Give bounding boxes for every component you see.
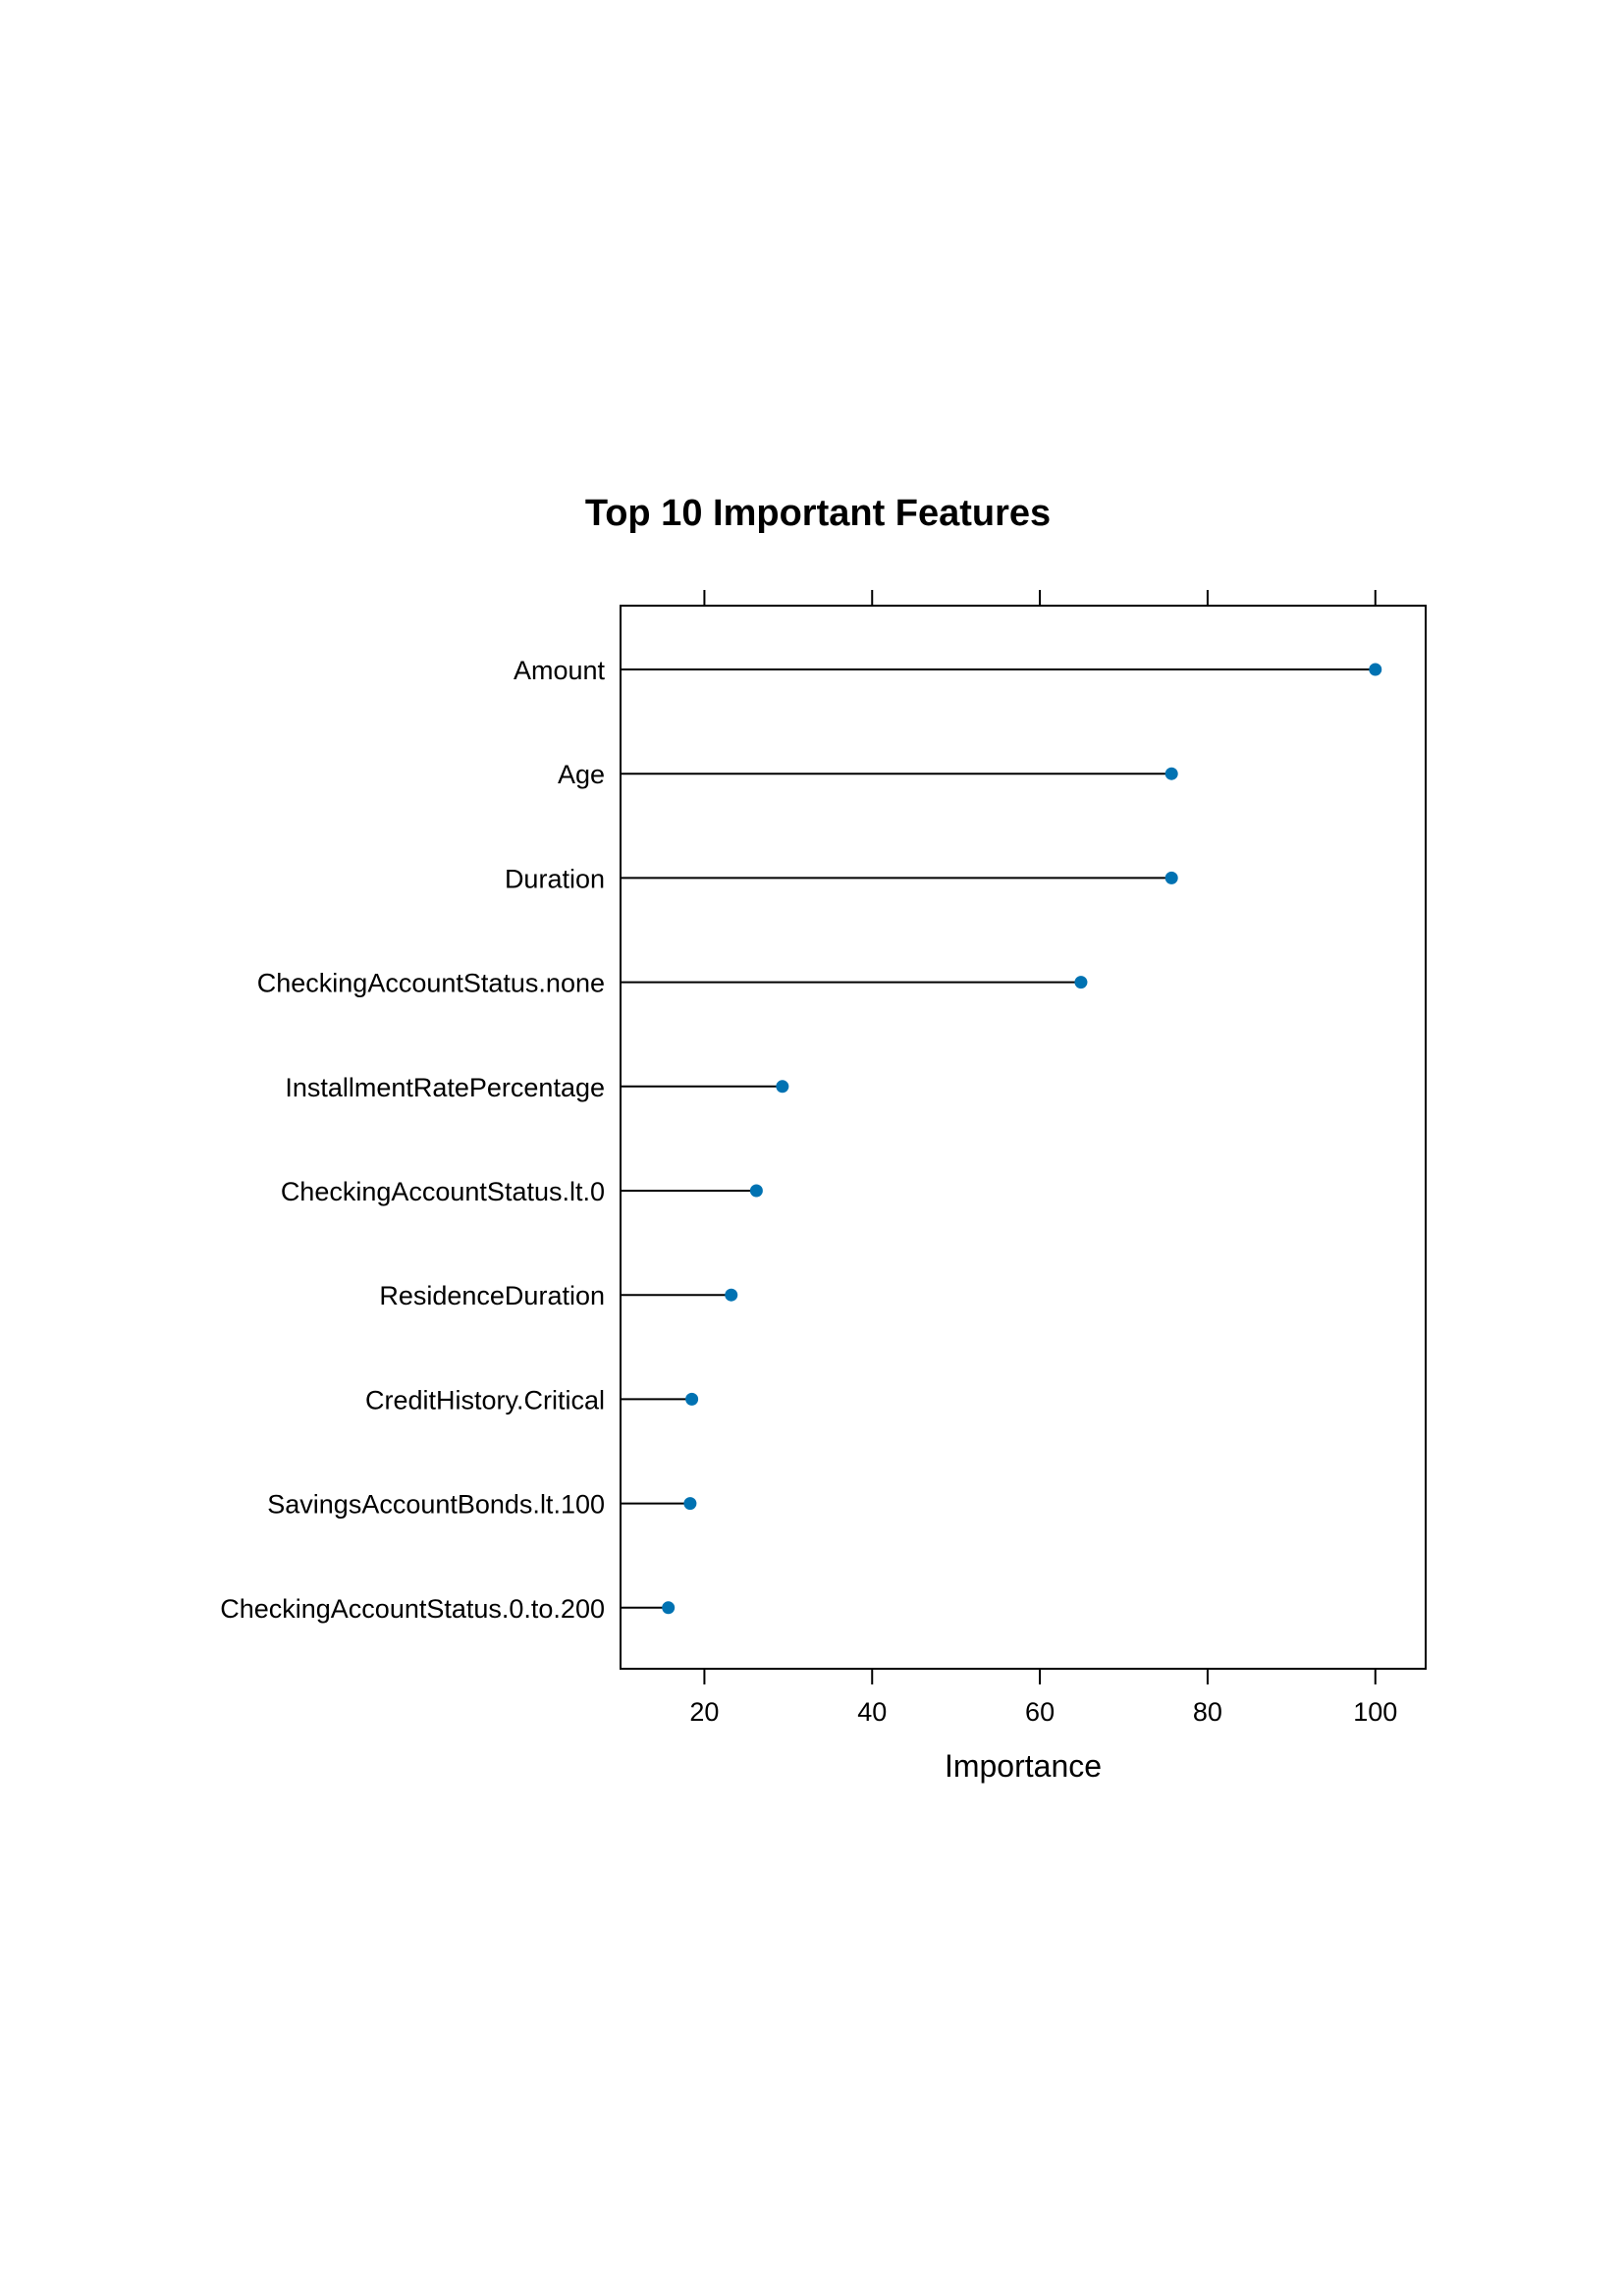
stem-group bbox=[621, 668, 1376, 1609]
category-label: InstallmentRatePercentage bbox=[285, 1073, 605, 1102]
x-tick-label: 100 bbox=[1353, 1697, 1397, 1727]
data-point bbox=[749, 1184, 763, 1198]
category-label: CheckingAccountStatus.none bbox=[257, 969, 605, 998]
data-point bbox=[1164, 767, 1178, 780]
data-point bbox=[725, 1288, 738, 1302]
category-label: CreditHistory.Critical bbox=[365, 1385, 605, 1415]
tick-group bbox=[703, 590, 1377, 1684]
category-label: SavingsAccountBonds.lt.100 bbox=[267, 1490, 605, 1520]
data-point bbox=[776, 1080, 789, 1094]
x-tick-label: 40 bbox=[857, 1697, 887, 1727]
data-point bbox=[1164, 871, 1178, 884]
point-group bbox=[662, 663, 1382, 1615]
data-point bbox=[1074, 976, 1088, 989]
data-point bbox=[662, 1601, 676, 1615]
category-label: Duration bbox=[505, 864, 605, 893]
category-label: ResidenceDuration bbox=[379, 1281, 605, 1310]
chart-title: Top 10 Important Features bbox=[585, 493, 1051, 534]
plot-frame bbox=[620, 605, 1427, 1670]
data-point bbox=[1369, 663, 1382, 676]
category-label: CheckingAccountStatus.lt.0 bbox=[281, 1177, 605, 1206]
x-axis-title: Importance bbox=[945, 1748, 1102, 1784]
x-tick-label: 20 bbox=[689, 1697, 719, 1727]
x-tick-label: 80 bbox=[1193, 1697, 1222, 1727]
category-label: Age bbox=[558, 760, 605, 789]
category-label: Amount bbox=[514, 656, 606, 685]
data-point bbox=[685, 1392, 699, 1406]
x-tick-label: 60 bbox=[1025, 1697, 1055, 1727]
category-label-group: Amount Age Duration CheckingAccountStatus.n… bbox=[220, 656, 605, 1624]
data-point bbox=[683, 1497, 697, 1511]
tick-label-group: 20 40 60 80 100 bbox=[689, 1697, 1397, 1727]
category-label: CheckingAccountStatus.0.to.200 bbox=[220, 1594, 605, 1624]
